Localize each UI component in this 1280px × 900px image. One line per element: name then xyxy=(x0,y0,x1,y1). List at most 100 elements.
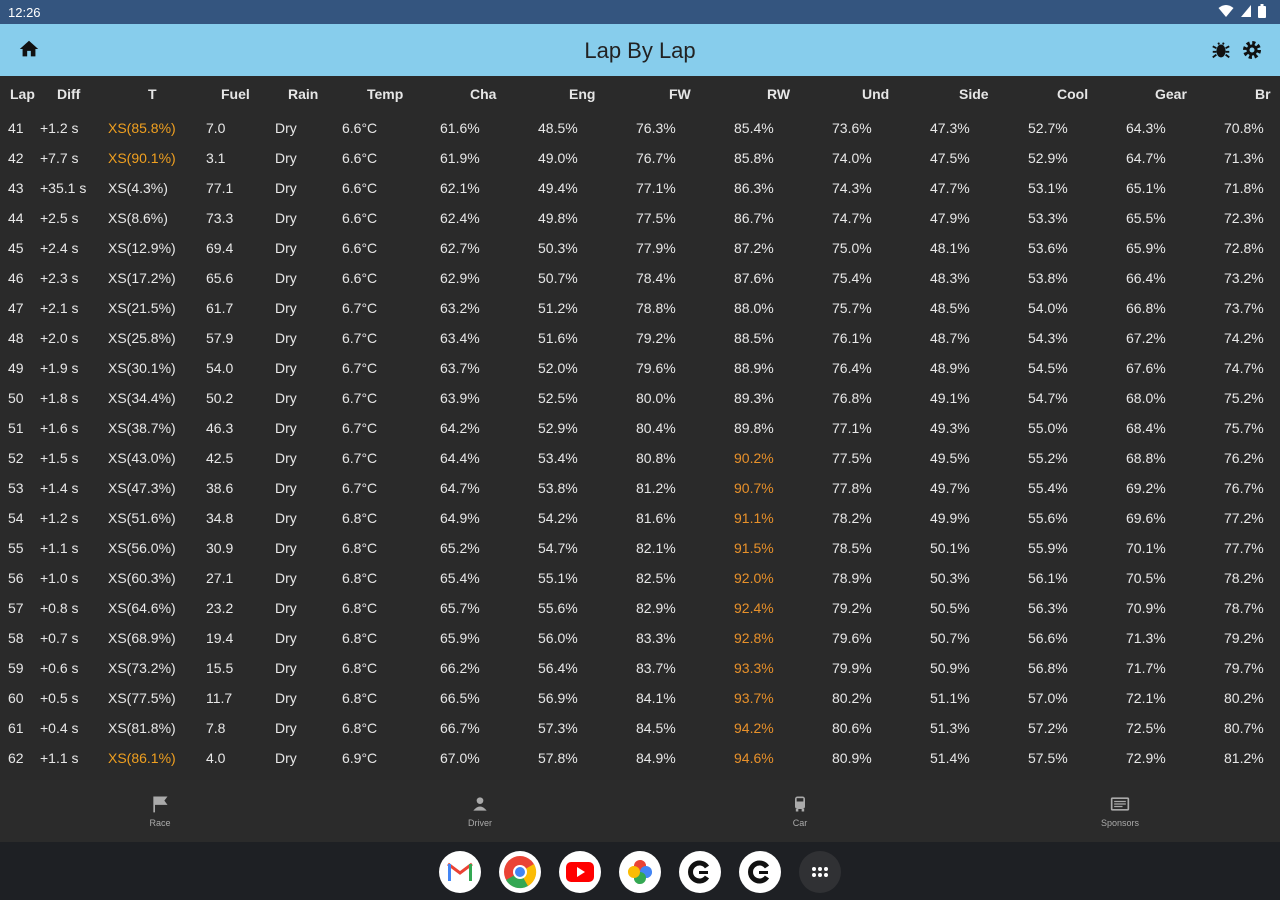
cell-diff: +0.7 s xyxy=(40,630,79,646)
cell-und: 78.5% xyxy=(832,540,872,556)
youtube-icon xyxy=(566,862,594,882)
cell-gear: 69.2% xyxy=(1126,480,1166,496)
youtube-app[interactable] xyxy=(559,851,601,893)
cell-fw: 77.5% xyxy=(636,210,676,226)
status-bar: 12:26 xyxy=(0,0,1280,24)
column-header-und[interactable]: Und xyxy=(862,86,890,102)
cell-cha: 65.7% xyxy=(440,600,480,616)
cell-fw: 82.1% xyxy=(636,540,676,556)
cell-fuel: 15.5 xyxy=(206,660,234,676)
column-header-diff[interactable]: Diff xyxy=(57,86,81,102)
app-c-2[interactable] xyxy=(739,851,781,893)
flag-icon xyxy=(153,796,168,813)
cell-gear: 71.7% xyxy=(1126,660,1166,676)
column-header-cool[interactable]: Cool xyxy=(1057,86,1089,102)
column-header-cha[interactable]: Cha xyxy=(470,86,497,102)
cell-fw: 79.6% xyxy=(636,360,676,376)
cell-rain: Dry xyxy=(275,210,297,226)
cell-rw: 86.7% xyxy=(734,210,774,226)
cell-fw: 80.8% xyxy=(636,450,676,466)
cell-eng: 52.9% xyxy=(538,420,578,436)
gmail-app[interactable] xyxy=(439,851,481,893)
cell-side: 47.9% xyxy=(930,210,970,226)
column-header-rain[interactable]: Rain xyxy=(288,86,319,102)
cell-side: 50.9% xyxy=(930,660,970,676)
cell-temp: 6.8°C xyxy=(342,690,378,706)
gear-icon[interactable] xyxy=(1240,38,1264,62)
photos-app[interactable] xyxy=(619,851,661,893)
cell-t: XS(86.1%) xyxy=(108,750,176,766)
cell-t: XS(21.5%) xyxy=(108,300,176,316)
bug-icon[interactable] xyxy=(1210,39,1232,61)
column-header-rw[interactable]: RW xyxy=(767,86,791,102)
cell-cha: 63.7% xyxy=(440,360,480,376)
cell-temp: 6.6°C xyxy=(342,210,378,226)
column-header-br[interactable]: Br xyxy=(1255,86,1271,102)
cell-temp: 6.8°C xyxy=(342,720,378,736)
cell-und: 79.2% xyxy=(832,600,872,616)
cell-diff: +0.4 s xyxy=(40,720,79,736)
cell-und: 75.4% xyxy=(832,270,872,286)
cell-diff: +1.8 s xyxy=(40,390,79,406)
cell-cool: 56.1% xyxy=(1028,570,1068,586)
column-header-side[interactable]: Side xyxy=(959,86,989,102)
column-header-eng[interactable]: Eng xyxy=(569,86,596,102)
cell-temp: 6.7°C xyxy=(342,420,378,436)
cell-lap: 61 xyxy=(8,720,24,736)
cell-gear: 66.4% xyxy=(1126,270,1166,286)
nav-race[interactable]: Race xyxy=(120,794,200,828)
cell-fuel: 38.6 xyxy=(206,480,234,496)
column-header-lap[interactable]: Lap xyxy=(10,86,35,102)
nav-car[interactable]: Car xyxy=(760,794,840,828)
sponsors-icon xyxy=(1110,797,1130,811)
cell-t: XS(8.6%) xyxy=(108,210,168,226)
cell-cha: 65.9% xyxy=(440,630,480,646)
cell-rain: Dry xyxy=(275,630,297,646)
cell-side: 50.1% xyxy=(930,540,970,556)
cell-und: 78.2% xyxy=(832,510,872,526)
photos-icon xyxy=(628,860,652,884)
cell-cha: 61.9% xyxy=(440,150,480,166)
cell-lap: 49 xyxy=(8,360,24,376)
cell-cha: 66.7% xyxy=(440,720,480,736)
cell-br: 75.7% xyxy=(1224,420,1264,436)
cell-lap: 42 xyxy=(8,150,24,166)
cell-side: 48.9% xyxy=(930,360,970,376)
cell-gear: 64.7% xyxy=(1126,150,1166,166)
cell-br: 72.8% xyxy=(1224,240,1264,256)
cell-t: XS(34.4%) xyxy=(108,390,176,406)
cell-rain: Dry xyxy=(275,420,297,436)
column-header-gear[interactable]: Gear xyxy=(1155,86,1187,102)
cell-cool: 53.8% xyxy=(1028,270,1068,286)
column-header-t[interactable]: T xyxy=(148,86,157,102)
nav-driver[interactable]: Driver xyxy=(440,794,520,828)
cell-fuel: 7.0 xyxy=(206,120,226,136)
app-c-1[interactable] xyxy=(679,851,721,893)
nav-sponsors[interactable]: Sponsors xyxy=(1080,794,1160,828)
cell-fuel: 54.0 xyxy=(206,360,234,376)
cell-eng: 49.4% xyxy=(538,180,578,196)
cell-gear: 65.5% xyxy=(1126,210,1166,226)
app-drawer[interactable] xyxy=(799,851,841,893)
cell-temp: 6.7°C xyxy=(342,360,378,376)
column-header-temp[interactable]: Temp xyxy=(367,86,404,102)
wifi-icon xyxy=(1218,5,1234,17)
column-header-fw[interactable]: FW xyxy=(669,86,691,102)
cell-side: 50.5% xyxy=(930,600,970,616)
cell-side: 47.5% xyxy=(930,150,970,166)
cell-rw: 94.6% xyxy=(734,750,774,766)
chrome-app[interactable] xyxy=(499,851,541,893)
status-time: 12:26 xyxy=(8,5,41,20)
cell-und: 76.8% xyxy=(832,390,872,406)
column-header-fuel[interactable]: Fuel xyxy=(221,86,250,102)
app-bar: Lap By Lap xyxy=(0,24,1280,76)
cell-lap: 41 xyxy=(8,120,24,136)
home-icon[interactable] xyxy=(18,38,40,60)
cell-rw: 92.8% xyxy=(734,630,774,646)
cell-eng: 56.4% xyxy=(538,660,578,676)
cell-cha: 64.7% xyxy=(440,480,480,496)
cell-cool: 56.6% xyxy=(1028,630,1068,646)
page-title: Lap By Lap xyxy=(584,38,696,63)
cell-fw: 76.7% xyxy=(636,150,676,166)
cell-rain: Dry xyxy=(275,450,297,466)
